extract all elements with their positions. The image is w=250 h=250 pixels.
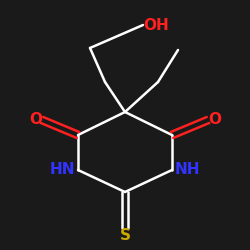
Text: HN: HN — [50, 162, 76, 178]
Text: O: O — [29, 112, 42, 128]
Text: NH: NH — [174, 162, 200, 178]
Text: S: S — [120, 228, 130, 243]
Text: OH: OH — [143, 18, 169, 32]
Text: O: O — [208, 112, 221, 128]
